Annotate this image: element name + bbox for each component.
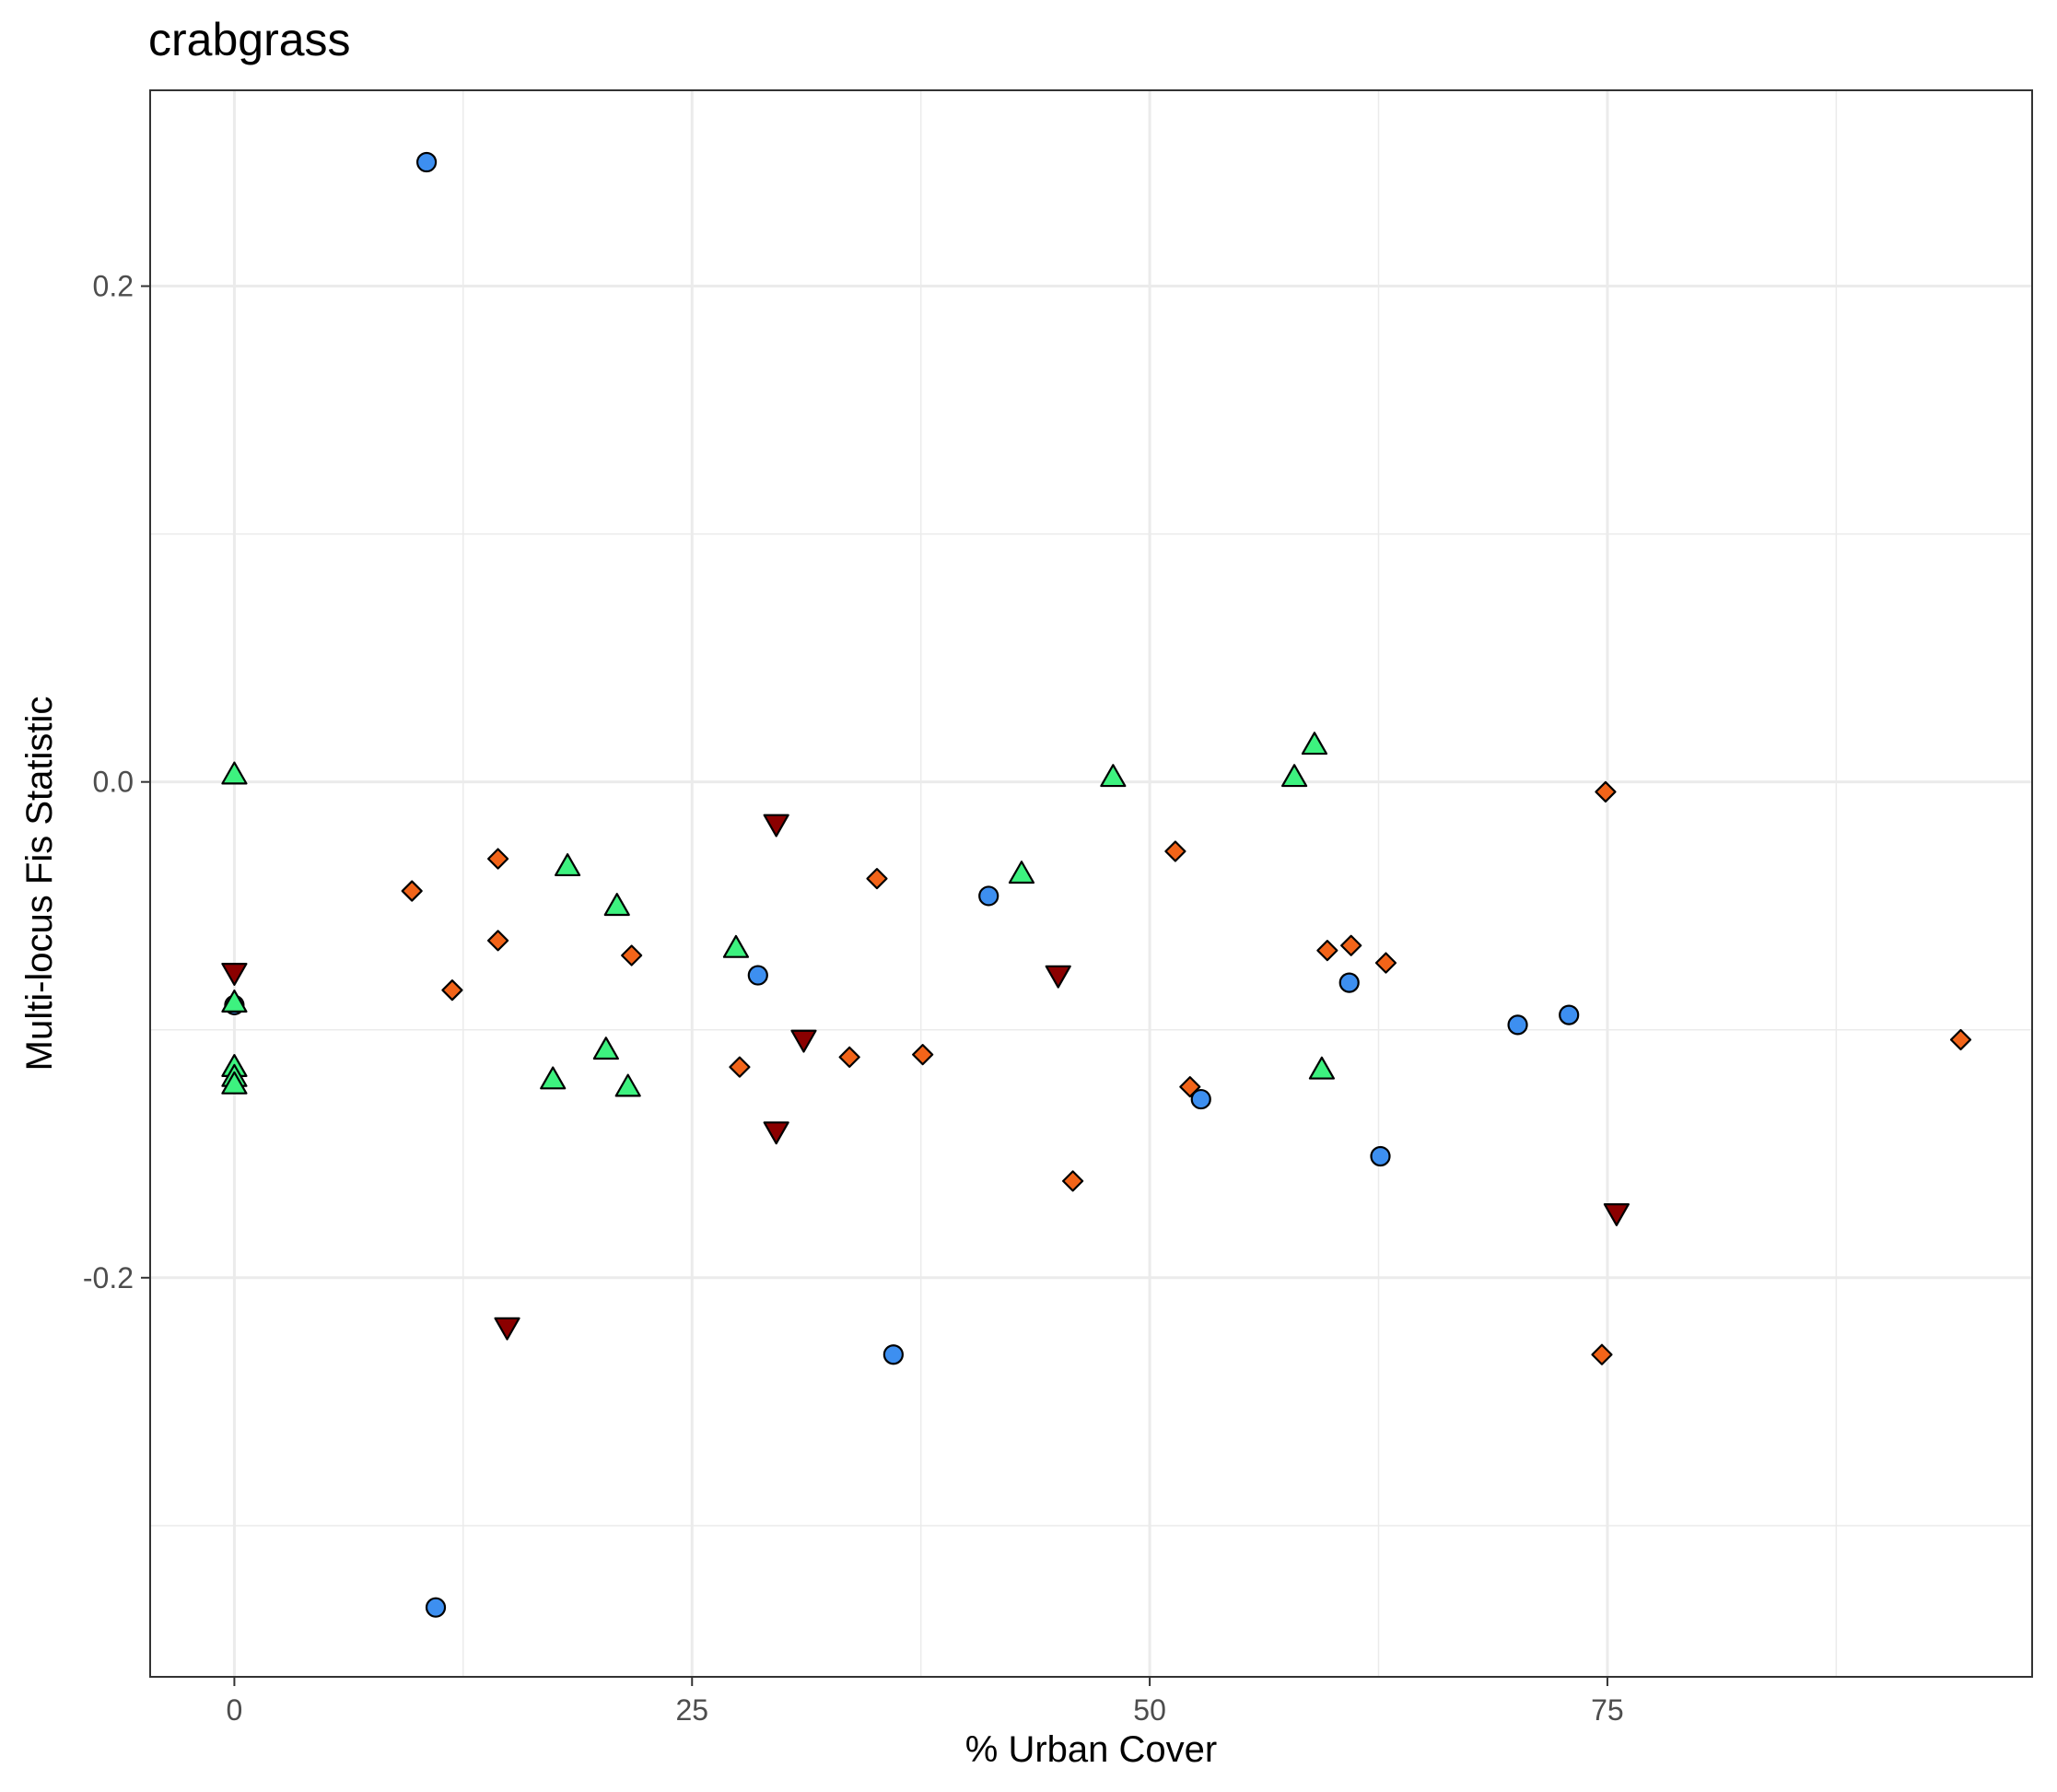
y-axis-title: Multi-locus Fis Statistic (19, 697, 60, 1072)
y-tick-label: -0.2 (83, 1261, 134, 1294)
data-point-circle (1340, 974, 1359, 992)
x-tick-label: 25 (675, 1693, 708, 1727)
data-point-circle (417, 153, 436, 171)
x-axis-title: % Urban Cover (965, 1729, 1217, 1770)
data-point-circle (884, 1345, 903, 1364)
data-point-circle (1372, 1147, 1390, 1165)
y-tick-label: 0.0 (93, 766, 134, 799)
data-point-circle (749, 966, 767, 985)
data-point-circle (1560, 1006, 1578, 1025)
data-point-circle (979, 886, 998, 905)
data-point-circle (1509, 1015, 1527, 1034)
x-tick-label: 50 (1133, 1693, 1166, 1727)
x-tick-label: 0 (227, 1693, 243, 1727)
chart-title: crabgrass (148, 14, 351, 65)
data-point-circle (427, 1599, 445, 1617)
y-tick-label: 0.2 (93, 270, 134, 303)
x-tick-label: 75 (1591, 1693, 1624, 1727)
